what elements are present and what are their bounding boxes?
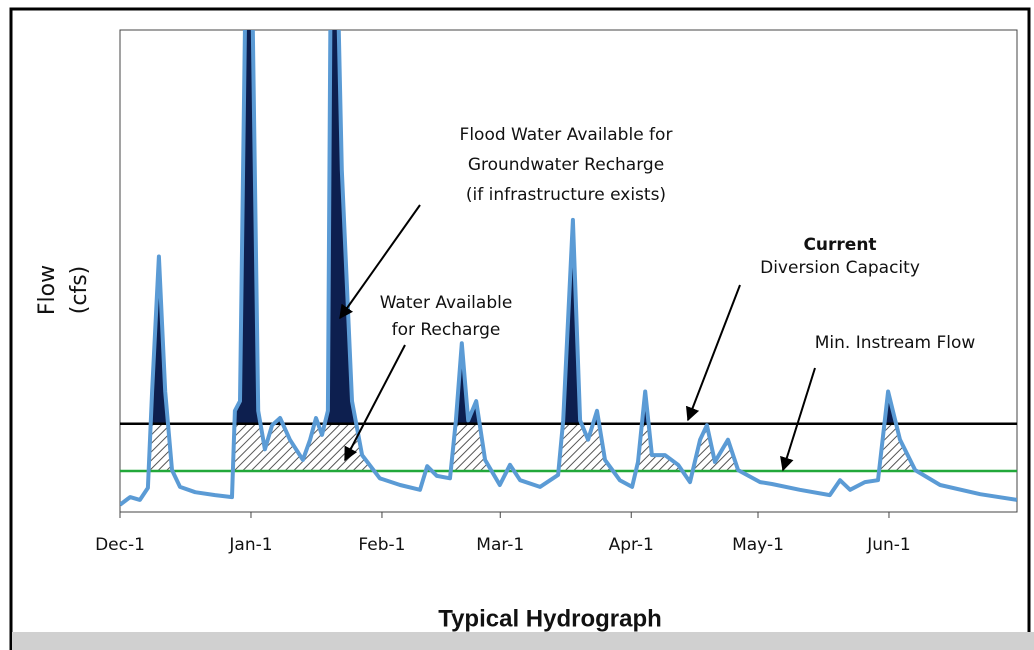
chart-title: Typical Hydrograph — [438, 605, 662, 632]
flow-line — [120, 30, 1017, 507]
annotation-text: Min. Instream Flow — [815, 333, 976, 353]
plot-area — [119, 29, 1018, 513]
annotation-text: for Recharge — [392, 320, 501, 340]
annotation-text: Flood Water Available for — [460, 125, 673, 145]
bottom-bar — [12, 632, 1034, 650]
y-label-line: (cfs) — [67, 266, 92, 314]
annotation-arrow — [780, 367, 816, 472]
annotation-text: Groundwater Recharge — [468, 155, 664, 175]
annotation-text: (if infrastructure exists) — [466, 185, 666, 205]
x-tick-label: May-1 — [732, 535, 784, 555]
x-tick-label: Dec-1 — [95, 535, 145, 555]
annotation-text: Diversion Capacity — [760, 258, 920, 278]
annotation-arrow — [339, 204, 421, 320]
x-tick-label: Jun-1 — [866, 535, 911, 555]
y-label: Flow — [35, 265, 60, 315]
annotation-arrow — [685, 284, 741, 422]
x-tick-label: Apr-1 — [609, 535, 654, 555]
annotation-arrow — [344, 344, 406, 462]
x-tick-label: Jan-1 — [228, 535, 272, 555]
x-tick-label: Feb-1 — [358, 535, 405, 555]
y-label: (cfs) — [67, 266, 92, 314]
frame — [9, 7, 1031, 650]
annotation-text: Water Available — [380, 293, 513, 313]
x-tick-label: Mar-1 — [476, 535, 524, 555]
y-label-line: Flow — [35, 265, 60, 315]
annotation-text: Current — [803, 235, 876, 255]
